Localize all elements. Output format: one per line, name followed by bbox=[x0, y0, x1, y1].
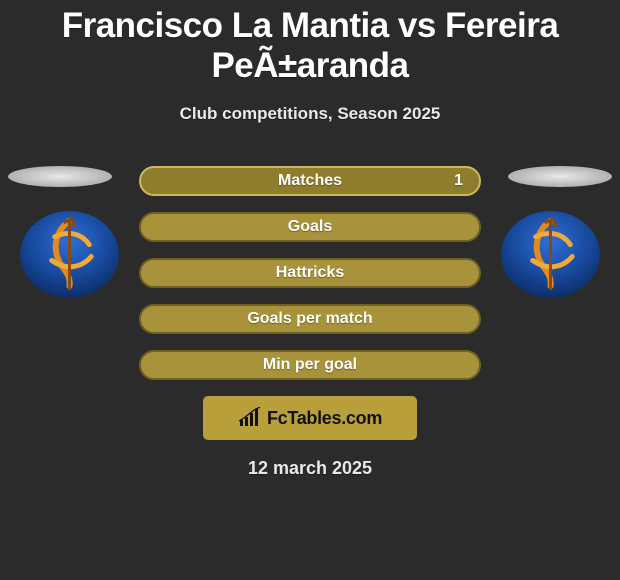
stat-label: Hattricks bbox=[276, 264, 344, 282]
stat-label: Goals per match bbox=[247, 310, 372, 328]
page-title: Francisco La Mantia vs Fereira PeÃ±arand… bbox=[0, 0, 620, 86]
club-crest-icon bbox=[20, 211, 119, 298]
brand-badge: FcTables.com bbox=[203, 396, 417, 440]
club-crest-icon bbox=[501, 211, 600, 298]
brand-chart-icon bbox=[238, 407, 264, 429]
stat-label: Goals bbox=[288, 218, 332, 236]
date-text: 12 march 2025 bbox=[0, 458, 620, 479]
stat-value-right: 1 bbox=[454, 172, 463, 190]
player-left-pedestal bbox=[8, 166, 112, 187]
brand-text: FcTables.com bbox=[267, 408, 382, 429]
stat-bars: Matches 1 Goals Hattricks Goals per matc… bbox=[139, 166, 481, 380]
comparison-stage: Matches 1 Goals Hattricks Goals per matc… bbox=[0, 166, 620, 479]
stat-bar-goals-per-match: Goals per match bbox=[139, 304, 481, 334]
stat-label: Matches bbox=[278, 172, 342, 190]
subtitle: Club competitions, Season 2025 bbox=[0, 104, 620, 124]
stat-bar-hattricks: Hattricks bbox=[139, 258, 481, 288]
stat-label: Min per goal bbox=[263, 356, 357, 374]
stat-bar-matches: Matches 1 bbox=[139, 166, 481, 196]
stat-bar-goals: Goals bbox=[139, 212, 481, 242]
player-right-avatar bbox=[501, 211, 600, 298]
stat-bar-min-per-goal: Min per goal bbox=[139, 350, 481, 380]
card-root: Francisco La Mantia vs Fereira PeÃ±arand… bbox=[0, 0, 620, 580]
player-right-pedestal bbox=[508, 166, 612, 187]
player-left-avatar bbox=[20, 211, 119, 298]
